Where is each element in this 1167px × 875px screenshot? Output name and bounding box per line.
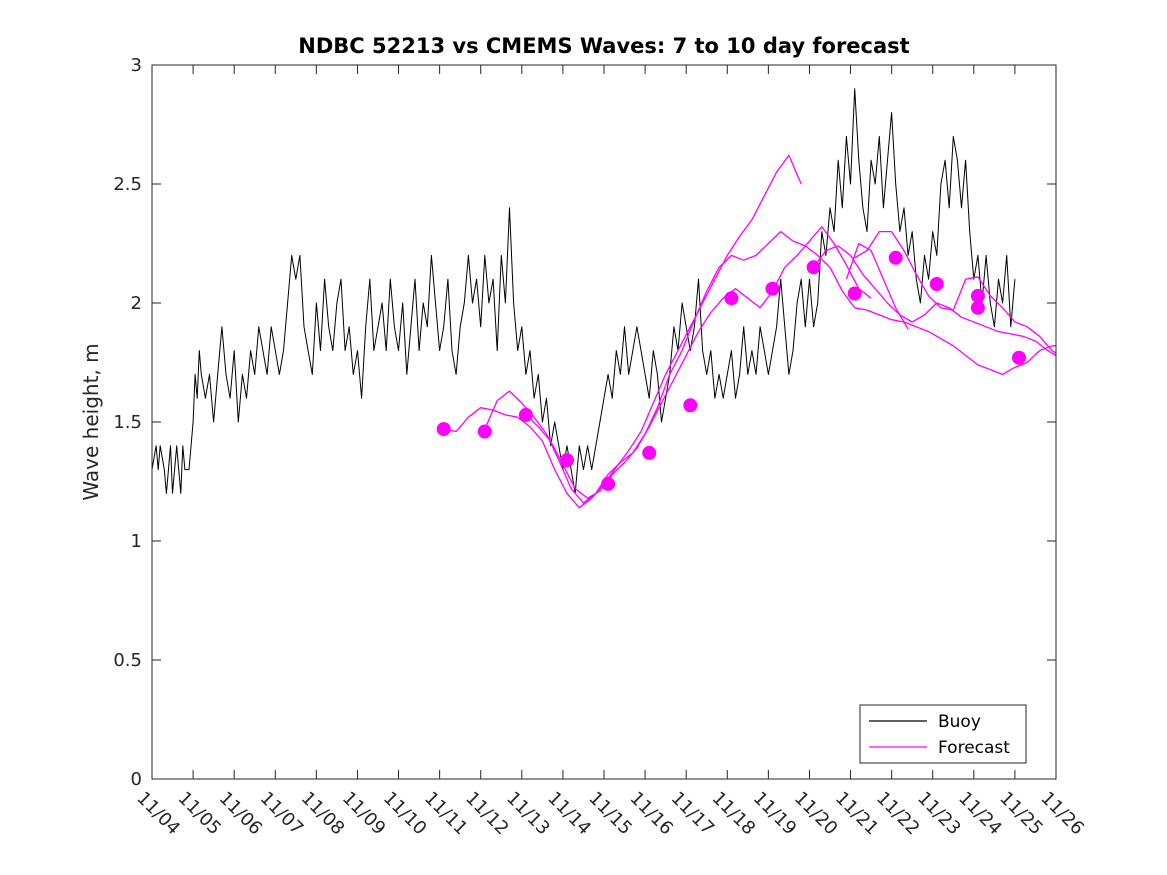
forecast-marker-1 xyxy=(436,422,451,437)
forecast-marker-13 xyxy=(929,277,944,291)
buoy-series-line xyxy=(151,88,1016,494)
y-tick-label: 2 xyxy=(131,293,142,314)
chart-title: NDBC 52213 vs CMEMS Waves: 7 to 10 day f… xyxy=(298,34,909,58)
forecast-marker-4 xyxy=(560,453,574,468)
forecast-marker-14 xyxy=(970,288,985,303)
forecast-marker-3 xyxy=(518,407,533,422)
y-tick-label: 0.5 xyxy=(113,650,142,671)
forecast-marker-5 xyxy=(601,476,616,491)
y-axis-label: Wave height, m xyxy=(79,343,103,500)
forecast-series-line-5 xyxy=(854,230,1057,354)
legend-forecast-label: Forecast xyxy=(938,738,1010,758)
series-layer xyxy=(151,88,1057,509)
forecast-series-line-6 xyxy=(845,242,909,330)
forecast-marker-15 xyxy=(970,300,985,315)
y-tick-label: 3 xyxy=(131,55,142,76)
legend-buoy-label: Buoy xyxy=(938,712,981,732)
forecast-series-line-1 xyxy=(443,154,802,509)
y-tick-label: 2.5 xyxy=(113,174,142,195)
forecast-marker-10 xyxy=(806,260,821,275)
forecast-marker-12 xyxy=(888,250,903,265)
forecast-marker-11 xyxy=(847,286,862,301)
forecast-marker-2 xyxy=(477,424,492,439)
y-tick-label: 0 xyxy=(131,769,142,790)
forecast-marker-9 xyxy=(765,281,780,296)
legend: Buoy Forecast xyxy=(859,704,1027,764)
forecast-series-line-2 xyxy=(484,230,1056,504)
forecast-marker-8 xyxy=(724,291,739,306)
forecast-marker-16 xyxy=(1012,350,1026,365)
forecast-marker-7 xyxy=(683,398,698,413)
forecast-marker-6 xyxy=(642,445,657,460)
y-tick-label: 1 xyxy=(131,531,142,552)
plot-area xyxy=(152,65,1056,779)
forecast-series-line-3 xyxy=(525,226,872,499)
legend-box xyxy=(859,704,1027,764)
y-tick-label: 1.5 xyxy=(113,412,142,433)
